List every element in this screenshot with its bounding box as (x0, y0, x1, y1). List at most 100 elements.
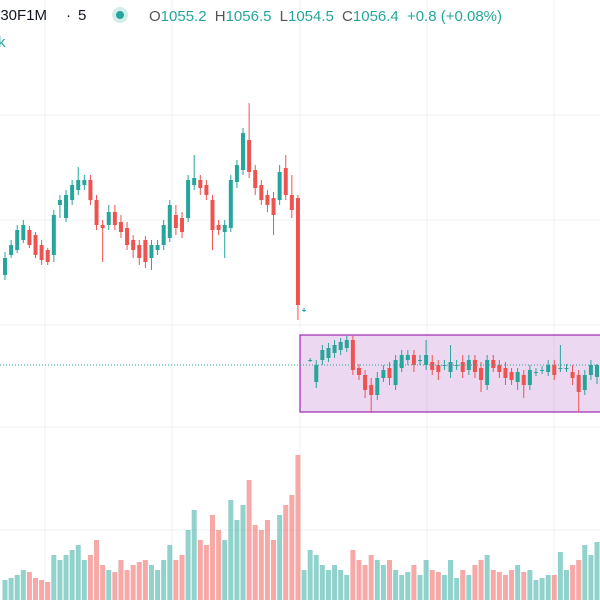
candle-body (344, 340, 349, 348)
candle-body (588, 365, 593, 375)
volume-bar (570, 565, 576, 600)
candle-body (405, 355, 410, 360)
volume-bar (490, 570, 496, 600)
volume-bar (576, 560, 582, 600)
candle-body (198, 180, 203, 188)
candle-body (521, 375, 526, 385)
ohlc-value: 1056.5 (226, 8, 272, 25)
candle-body (137, 245, 142, 258)
volume-bar (264, 520, 270, 600)
candle-body (106, 212, 111, 225)
volume-bar (81, 560, 87, 600)
volume-bar (582, 545, 588, 600)
volume-bar (319, 565, 325, 600)
candle-body (94, 200, 99, 225)
volume-bar (222, 540, 228, 600)
volume-bar (399, 575, 405, 600)
candle-body (27, 230, 32, 245)
volume-bar (26, 572, 32, 600)
candle-body (57, 200, 62, 205)
candle-body (76, 180, 81, 190)
ohlc-label: H (215, 8, 226, 25)
candle-body (247, 140, 252, 172)
candle-body (595, 365, 599, 377)
volume-bar (167, 545, 173, 600)
volume-bar (57, 560, 63, 600)
candle-body (118, 222, 123, 232)
candle-body (186, 180, 191, 218)
volume-bar (191, 510, 197, 600)
volume-bar (51, 555, 57, 600)
volume-bar (466, 575, 472, 600)
candle-body (314, 365, 319, 382)
volume-bar (240, 505, 246, 600)
candle-body (283, 168, 288, 195)
candle-body (234, 165, 239, 182)
candle-body (540, 370, 545, 371)
volume-bar (362, 565, 368, 600)
ohlc-label: C (342, 8, 353, 25)
volume-bar (106, 570, 112, 600)
candle-body (509, 372, 514, 380)
volume-bar (557, 552, 563, 600)
candle-body (460, 362, 465, 372)
candle-body (576, 375, 581, 392)
candle-body (64, 195, 69, 218)
volume-bar (216, 530, 222, 600)
ohlc-label: L (280, 8, 288, 25)
candle-body (515, 372, 520, 382)
volume-bar (594, 542, 600, 600)
candle-body (125, 228, 130, 245)
candle-body (448, 362, 453, 372)
volume-bar (356, 560, 362, 600)
candle-body (491, 360, 496, 368)
volume-bar (460, 570, 466, 600)
volume-bar (533, 580, 539, 600)
volume-bar (344, 575, 350, 600)
candle-body (253, 170, 258, 188)
volume-bar (228, 500, 234, 600)
volume-bar (271, 540, 277, 600)
volume-bar (2, 580, 8, 600)
ohlc-label: O (149, 8, 161, 25)
volume-bar (45, 582, 51, 600)
candle-body (179, 218, 184, 232)
candle-body (533, 372, 538, 373)
candle-body (418, 360, 423, 361)
volume-bar (8, 578, 14, 600)
candle-body (33, 235, 38, 255)
candle-body (369, 385, 374, 395)
volume-bar (417, 575, 423, 600)
candle-body (527, 370, 532, 385)
legend: l30F1M · 5 O1055.2 H1056.5 L1054.5 C1056… (0, 7, 502, 51)
volume-bar (301, 570, 307, 600)
volume-bar (484, 555, 490, 600)
candle-body (308, 360, 313, 361)
volume-bar (429, 570, 435, 600)
candle-body (338, 342, 343, 350)
candle-body (582, 375, 587, 390)
volume-bar (277, 515, 283, 600)
volume-bar (411, 565, 417, 600)
indicator-label: k (0, 34, 6, 51)
volume-bar (173, 560, 179, 600)
candle-body (295, 198, 300, 305)
candle-body (173, 215, 178, 228)
volume-bar (234, 520, 240, 600)
volume-bar (509, 570, 515, 600)
candle-body (558, 368, 563, 369)
candle-body (51, 215, 56, 255)
candle-body (375, 378, 380, 395)
candle-body (356, 368, 361, 375)
volume-bar (142, 560, 148, 600)
candle-body (204, 185, 209, 195)
candle-body (167, 205, 172, 238)
candle-body (265, 195, 270, 205)
volume-bar (39, 580, 45, 600)
candle-body (430, 362, 435, 370)
volume-bar (374, 560, 380, 600)
candle-body (387, 368, 392, 378)
candle-body (271, 198, 276, 215)
change: +0.8 (+0.08%) (407, 8, 502, 25)
